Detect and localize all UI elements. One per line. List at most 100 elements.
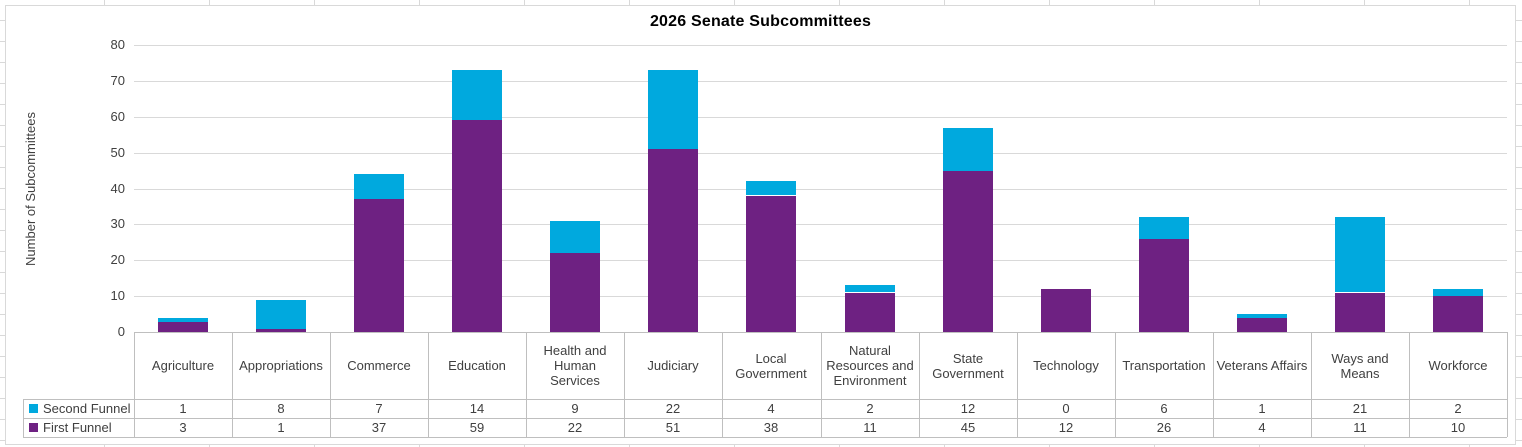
grid-line-40 (134, 189, 1507, 190)
bar-segment-first-funnel-commerce[interactable] (354, 199, 404, 332)
value-cell-second-funnel-workforce: 2 (1454, 401, 1462, 416)
bar-segment-second-funnel-appropriations[interactable] (256, 300, 306, 329)
value-cell-first-funnel-education: 59 (469, 420, 485, 435)
category-header-transportation: Transportation (1122, 358, 1206, 373)
bar-segment-first-funnel-state-government[interactable] (943, 171, 993, 332)
table-row-border-2 (23, 437, 1507, 438)
legend-label-second-funnel: Second Funnel (43, 401, 131, 416)
table-column-border (1311, 332, 1312, 437)
value-cell-first-funnel-appropriations: 1 (277, 420, 285, 435)
legend-key-first-funnel: First Funnel (24, 419, 133, 436)
category-header-workforce: Workforce (1428, 358, 1488, 373)
y-tick-label-40: 40 (110, 181, 125, 196)
category-header-local-government: Local Government (735, 350, 807, 381)
legend-swatch-second-funnel (29, 404, 38, 413)
bar-segment-first-funnel-agriculture[interactable] (158, 321, 208, 332)
grid-line-70 (134, 81, 1507, 82)
value-cell-first-funnel-veterans-affairs: 4 (1258, 420, 1266, 435)
bar-segment-second-funnel-judiciary[interactable] (648, 70, 698, 149)
category-header-agriculture: Agriculture (151, 358, 215, 373)
category-header-technology: Technology (1033, 358, 1099, 373)
value-cell-first-funnel-agriculture: 3 (179, 420, 187, 435)
category-header-appropriations: Appropriations (239, 358, 323, 373)
bar-segment-first-funnel-veterans-affairs[interactable] (1237, 318, 1287, 332)
bar-segment-second-funnel-health-and-human-services[interactable] (550, 221, 600, 253)
bar-segment-first-funnel-workforce[interactable] (1433, 296, 1483, 332)
grid-line-50 (134, 153, 1507, 154)
value-cell-second-funnel-education: 14 (469, 401, 485, 416)
bar-segment-first-funnel-natural-resources-and-environment[interactable] (845, 293, 895, 332)
bar-segment-second-funnel-local-government[interactable] (746, 181, 796, 195)
bar-segment-second-funnel-natural-resources-and-environment[interactable] (845, 285, 895, 292)
legend-label-first-funnel: First Funnel (43, 420, 112, 435)
table-column-border (722, 332, 723, 437)
bar-segment-second-funnel-state-government[interactable] (943, 128, 993, 171)
category-header-education: Education (448, 358, 506, 373)
table-column-border (1017, 332, 1018, 437)
table-column-border (821, 332, 822, 437)
grid-line-20 (134, 260, 1507, 261)
bar-segment-second-funnel-ways-and-means[interactable] (1335, 217, 1385, 292)
value-cell-first-funnel-judiciary: 51 (665, 420, 681, 435)
y-tick-label-50: 50 (110, 145, 125, 160)
category-header-ways-and-means: Ways and Means (1331, 350, 1389, 381)
value-cell-second-funnel-natural-resources-and-environment: 2 (866, 401, 874, 416)
bar-segment-first-funnel-appropriations[interactable] (256, 328, 306, 332)
legend-key-second-funnel: Second Funnel (24, 400, 133, 417)
table-column-border (1507, 332, 1508, 437)
bar-segment-first-funnel-judiciary[interactable] (648, 149, 698, 332)
bar-segment-second-funnel-transportation[interactable] (1139, 217, 1189, 239)
value-cell-second-funnel-state-government: 12 (960, 401, 976, 416)
table-column-border (134, 332, 135, 437)
y-axis-title: Number of Subcommittees (23, 112, 38, 266)
grid-line-10 (134, 296, 1507, 297)
y-tick-label-60: 60 (110, 109, 125, 124)
bar-segment-second-funnel-commerce[interactable] (354, 174, 404, 199)
chart-object[interactable]: 2026 Senate Subcommittees Number of Subc… (5, 5, 1516, 445)
table-column-border (1115, 332, 1116, 437)
y-tick-label-80: 80 (110, 37, 125, 52)
value-cell-second-funnel-appropriations: 8 (277, 401, 285, 416)
y-tick-label-70: 70 (110, 73, 125, 88)
bar-segment-second-funnel-agriculture[interactable] (158, 318, 208, 322)
value-cell-first-funnel-local-government: 38 (763, 420, 779, 435)
value-cell-first-funnel-technology: 12 (1058, 420, 1074, 435)
bar-segment-first-funnel-local-government[interactable] (746, 196, 796, 332)
table-column-border (1409, 332, 1410, 437)
legend-swatch-first-funnel (29, 423, 38, 432)
value-cell-second-funnel-technology: 0 (1062, 401, 1070, 416)
value-cell-second-funnel-agriculture: 1 (179, 401, 187, 416)
bar-segment-second-funnel-education[interactable] (452, 70, 502, 120)
bar-segment-first-funnel-health-and-human-services[interactable] (550, 253, 600, 332)
category-header-commerce: Commerce (347, 358, 411, 373)
y-tick-label-10: 10 (110, 288, 125, 303)
bar-segment-first-funnel-transportation[interactable] (1139, 239, 1189, 332)
category-header-state-government: State Government (932, 350, 1004, 381)
grid-line-80 (134, 45, 1507, 46)
category-header-judiciary: Judiciary (647, 358, 699, 373)
y-tick-label-30: 30 (110, 216, 125, 231)
value-cell-first-funnel-commerce: 37 (371, 420, 387, 435)
value-cell-first-funnel-natural-resources-and-environment: 11 (863, 420, 877, 435)
table-column-border (919, 332, 920, 437)
bar-segment-first-funnel-technology[interactable] (1041, 289, 1091, 332)
chart-title: 2026 Senate Subcommittees (649, 13, 872, 30)
y-tick-label-20: 20 (110, 252, 125, 267)
table-column-border (624, 332, 625, 437)
value-cell-first-funnel-state-government: 45 (960, 420, 976, 435)
bar-segment-first-funnel-education[interactable] (452, 120, 502, 332)
bar-segment-second-funnel-veterans-affairs[interactable] (1237, 314, 1287, 318)
value-cell-second-funnel-judiciary: 22 (665, 401, 681, 416)
value-cell-first-funnel-workforce: 10 (1450, 420, 1466, 435)
category-header-natural-resources-and-environment: Natural Resources and Environment (826, 343, 914, 388)
value-cell-second-funnel-transportation: 6 (1160, 401, 1168, 416)
value-cell-first-funnel-transportation: 26 (1156, 420, 1172, 435)
table-row-border-1 (23, 418, 1507, 419)
table-row-border-0 (23, 399, 1507, 400)
value-cell-second-funnel-health-and-human-services: 9 (571, 401, 579, 416)
bar-segment-first-funnel-ways-and-means[interactable] (1335, 293, 1385, 332)
bar-segment-second-funnel-workforce[interactable] (1433, 289, 1483, 296)
grid-line-30 (134, 224, 1507, 225)
category-header-health-and-human-services: Health and Human Services (543, 343, 607, 388)
table-column-border (232, 332, 233, 437)
